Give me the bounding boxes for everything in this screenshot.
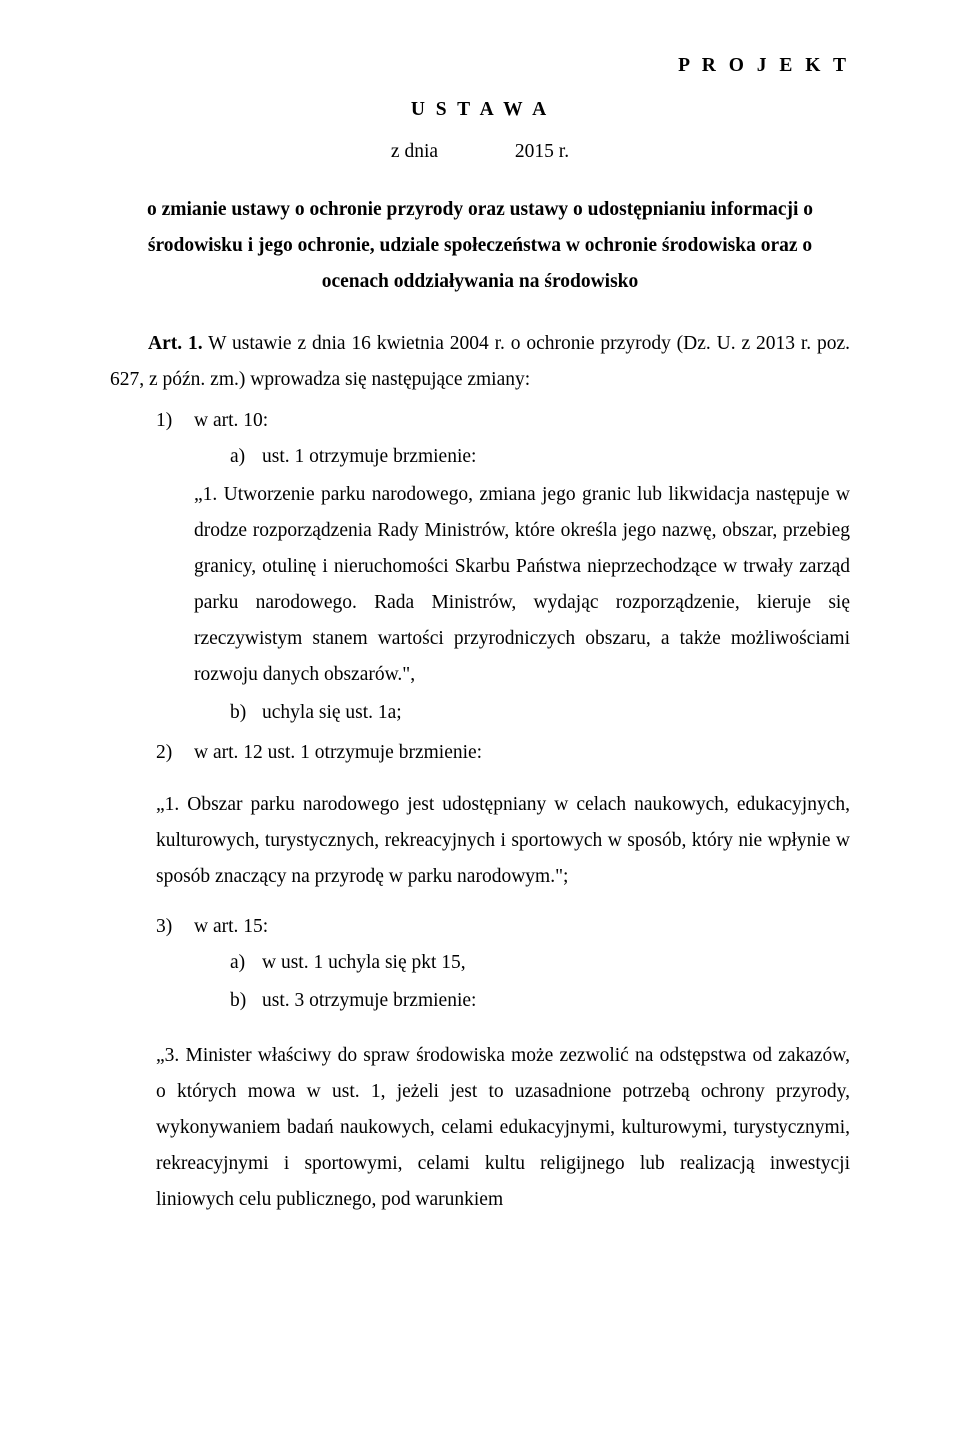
article-1-text: W ustawie z dnia 16 kwietnia 2004 r. o o…: [110, 333, 850, 390]
list-content: w art. 10: a) ust. 1 otrzymuje brzmienie…: [194, 403, 850, 734]
subitem-1b: b) uchyla się ust. 1a;: [230, 695, 850, 731]
sublist-marker: b): [230, 983, 262, 1019]
sublist-content: uchyla się ust. 1a;: [262, 695, 850, 731]
sublist-content: w ust. 1 uchyla się pkt 15,: [262, 945, 850, 981]
quote-2: „1. Obszar parku narodowego jest udostęp…: [110, 787, 850, 895]
list-content: w art. 15: a) w ust. 1 uchyla się pkt 15…: [194, 909, 850, 1021]
sublist-3a: a) w ust. 1 uchyla się pkt 15, b) ust. 3…: [194, 945, 850, 1019]
list-marker: 1): [156, 403, 194, 734]
numbered-list: 1) w art. 10: a) ust. 1 otrzymuje brzmie…: [110, 403, 850, 772]
article-1-para: Art. 1. W ustawie z dnia 16 kwietnia 200…: [110, 326, 850, 398]
quote-3b: „3. Minister właściwy do spraw środowisk…: [110, 1038, 850, 1218]
subitem-1a-lead: ust. 1 otrzymuje brzmienie:: [262, 446, 476, 467]
document-page: P R O J E K T U S T A W A z dnia 2015 r.…: [0, 0, 960, 1432]
list-marker: 2): [156, 735, 194, 771]
sublist-marker: a): [230, 945, 262, 981]
sublist-a: a) ust. 1 otrzymuje brzmienie:: [194, 439, 850, 475]
zdnia-year: 2015 r.: [515, 134, 569, 170]
sublist-content: ust. 3 otrzymuje brzmienie:: [262, 983, 850, 1019]
article-1-label: Art. 1.: [148, 333, 203, 354]
date-row: z dnia 2015 r.: [110, 134, 850, 170]
act-title: o zmianie ustawy o ochronie przyrody ora…: [110, 192, 850, 300]
subitem-3b: b) ust. 3 otrzymuje brzmienie:: [230, 983, 850, 1019]
subitem-3a: a) w ust. 1 uchyla się pkt 15,: [230, 945, 850, 981]
sublist-marker: b): [230, 695, 262, 731]
quote-1a: „1. Utworzenie parku narodowego, zmiana …: [194, 477, 850, 693]
list-item-3: 3) w art. 15: a) w ust. 1 uchyla się pkt…: [156, 909, 850, 1021]
item-1-text: w art. 10:: [194, 410, 268, 431]
sublist-content: ust. 1 otrzymuje brzmienie:: [262, 439, 850, 475]
ustawa-heading: U S T A W A: [110, 92, 850, 128]
list-content: w art. 12 ust. 1 otrzymuje brzmienie:: [194, 735, 850, 771]
zdnia-label: z dnia: [391, 134, 438, 170]
list-item-1: 1) w art. 10: a) ust. 1 otrzymuje brzmie…: [156, 403, 850, 734]
list-item-2: 2) w art. 12 ust. 1 otrzymuje brzmienie:: [156, 735, 850, 771]
list-marker: 3): [156, 909, 194, 1021]
numbered-list-cont: 3) w art. 15: a) w ust. 1 uchyla się pkt…: [110, 909, 850, 1021]
projekt-label: P R O J E K T: [110, 48, 850, 84]
sublist-b: b) uchyla się ust. 1a;: [194, 695, 850, 731]
subitem-1a: a) ust. 1 otrzymuje brzmienie:: [230, 439, 850, 475]
sublist-marker: a): [230, 439, 262, 475]
item-3-text: w art. 15:: [194, 916, 268, 937]
